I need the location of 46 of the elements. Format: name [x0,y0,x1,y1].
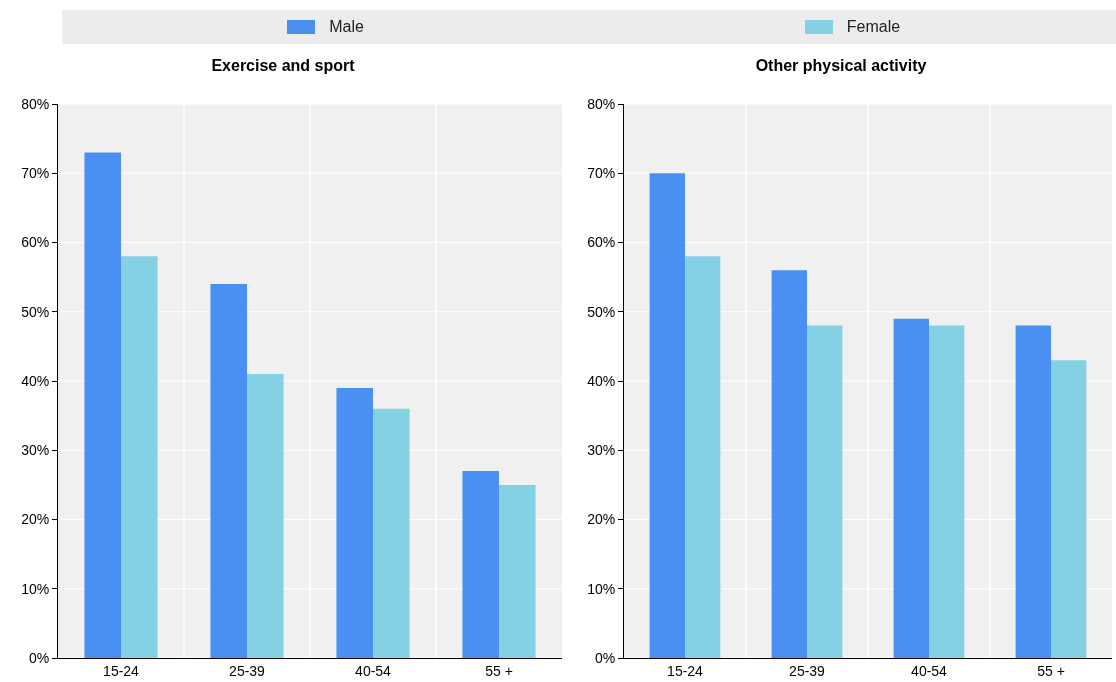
y-tick-label: 0% [594,649,616,666]
y-tick-label: 40% [21,372,50,389]
legend-label: Male [329,18,364,36]
bar [247,374,284,658]
x-tick-label: 15-24 [667,662,704,679]
bar [649,173,685,658]
y-tick-label: 60% [21,234,50,251]
y-tick-label: 20% [587,511,616,528]
legend-label: Female [846,18,901,36]
y-tick-label: 40% [587,372,616,389]
bar [893,318,929,658]
bar [373,408,410,658]
y-tick-label: 10% [587,580,616,597]
bar [807,325,843,658]
y-tick-label: 50% [587,303,616,320]
chart-title: Other physical activity [755,57,927,75]
y-tick-label: 80% [21,95,50,112]
y-tick-label: 50% [21,303,50,320]
x-tick-label: 55 + [485,662,513,679]
bar [462,471,499,658]
bar [210,284,247,658]
x-tick-label: 15-24 [103,662,140,679]
bar [336,387,373,658]
x-tick-label: 40-54 [355,662,392,679]
x-tick-label: 25-39 [789,662,826,679]
bar [685,256,721,658]
bar [499,484,536,658]
y-tick-label: 30% [21,442,50,459]
x-tick-label: 40-54 [911,662,948,679]
bar [1015,325,1051,658]
y-tick-label: 10% [21,580,50,597]
bar [1051,360,1087,658]
y-tick-label: 20% [21,511,50,528]
y-tick-label: 80% [587,95,616,112]
bar [929,325,965,658]
y-tick-label: 30% [587,442,616,459]
chart-title: Exercise and sport [211,57,356,75]
bar [771,270,807,658]
x-tick-label: 55 + [1037,662,1065,679]
x-tick-label: 25-39 [229,662,266,679]
y-tick-label: 70% [587,165,616,182]
y-tick-label: 70% [21,165,50,182]
bar [84,152,121,658]
bar [121,256,158,658]
y-tick-label: 60% [587,234,616,251]
y-tick-label: 0% [28,649,50,666]
